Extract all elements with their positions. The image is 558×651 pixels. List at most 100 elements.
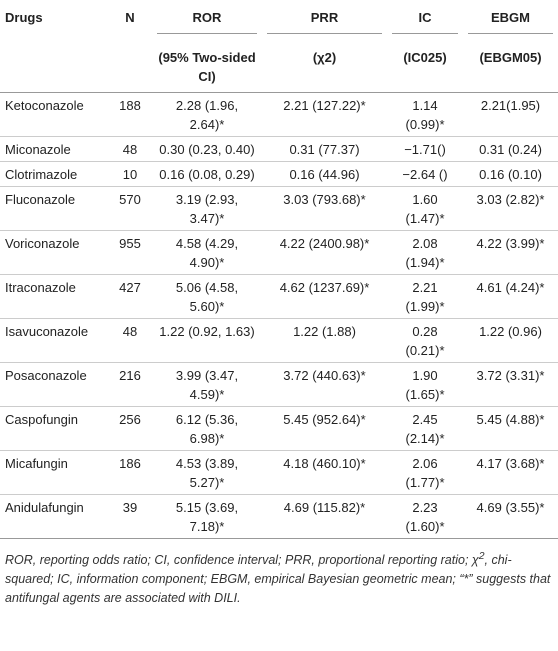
- table-cell: 0.16 (44.96): [262, 161, 387, 187]
- table-row: Ketoconazole 188 2.28 (1.96, 2.64)* 2.21 (1…: [0, 92, 558, 137]
- table-cell: 48: [108, 136, 152, 162]
- table-cell: 2.45 (2.14)*: [387, 406, 463, 451]
- drug-name: Itraconazole: [0, 274, 108, 319]
- drug-name: Fluconazole: [0, 186, 108, 231]
- table-cell: 5.15 (3.69, 7.18)*: [152, 494, 262, 539]
- table-cell: 1.60 (1.47)*: [387, 186, 463, 231]
- table-cell: 5.06 (4.58, 5.60)*: [152, 274, 262, 319]
- table-cell: 3.72 (3.31)*: [463, 362, 558, 407]
- table-row: Clotrimazole 10 0.16 (0.08, 0.29) 0.16 (44.…: [0, 161, 558, 187]
- table-cell: 4.17 (3.68)*: [463, 450, 558, 495]
- footnote-text: ROR, reporting odds ratio; CI, confidenc…: [5, 553, 479, 568]
- table-cell: 3.72 (440.63)*: [262, 362, 387, 407]
- table-cell: 48: [108, 318, 152, 363]
- header-cell: ROR: [152, 0, 262, 42]
- header-cell: IC: [387, 0, 463, 42]
- drug-name: Isavuconazole: [0, 318, 108, 363]
- drug-name: Caspofungin: [0, 406, 108, 451]
- table-row: Micafungin 186 4.53 (3.89, 5.27)* 4.18 (460…: [0, 450, 558, 495]
- table-cell: −2.64 (): [387, 161, 463, 187]
- table-row: Voriconazole 955 4.58 (4.29, 4.90)* 4.22 (2…: [0, 230, 558, 275]
- table-cell: 1.22 (0.96): [463, 318, 558, 363]
- drug-name: Ketoconazole: [0, 92, 108, 137]
- data-table: Drugs N ROR PRR IC EBGM (95% Two-sided CI) (χ2)…: [0, 0, 558, 539]
- table-cell: 3.03 (793.68)*: [262, 186, 387, 231]
- table-cell: 2.28 (1.96, 2.64)*: [152, 92, 262, 137]
- table-cell: 1.22 (0.92, 1.63): [152, 318, 262, 363]
- table-row: Itraconazole 427 5.06 (4.58, 5.60)* 4.62 (1…: [0, 274, 558, 319]
- table-cell: 3.03 (2.82)*: [463, 186, 558, 231]
- table-cell: 4.22 (2400.98)*: [262, 230, 387, 275]
- table-cell: 3.19 (2.93, 3.47)*: [152, 186, 262, 231]
- table-cell: 4.58 (4.29, 4.90)*: [152, 230, 262, 275]
- subheader-cell: (EBGM05): [463, 42, 558, 93]
- table-row: Anidulafungin 39 5.15 (3.69, 7.18)* 4.69 (1…: [0, 494, 558, 539]
- table-cell: 955: [108, 230, 152, 275]
- subheader-cell: (95% Two-sided CI): [152, 42, 262, 93]
- table-cell: 1.90 (1.65)*: [387, 362, 463, 407]
- table-cell: 0.28 (0.21)*: [387, 318, 463, 363]
- table-cell: 2.21 (1.99)*: [387, 274, 463, 319]
- empty-cell: [108, 42, 152, 93]
- header-row: Drugs N ROR PRR IC EBGM: [0, 0, 558, 42]
- header-cell: N: [125, 10, 135, 25]
- table-cell: 4.22 (3.99)*: [463, 230, 558, 275]
- subheader-cell: (χ2): [262, 42, 387, 93]
- table-row: Caspofungin 256 6.12 (5.36, 6.98)* 5.45 (95…: [0, 406, 558, 451]
- header-label: IC: [392, 8, 458, 34]
- table-cell: 2.08 (1.94)*: [387, 230, 463, 275]
- table-cell: 0.16 (0.10): [463, 161, 558, 187]
- drug-name: Posaconazole: [0, 362, 108, 407]
- table-cell: 4.69 (115.82)*: [262, 494, 387, 539]
- table-row: Fluconazole 570 3.19 (2.93, 3.47)* 3.03 (79…: [0, 186, 558, 231]
- table-cell: 0.31 (77.37): [262, 136, 387, 162]
- table-cell: 186: [108, 450, 152, 495]
- table-cell: −1.71(): [387, 136, 463, 162]
- table-cell: 2.23 (1.60)*: [387, 494, 463, 539]
- table-cell: 0.16 (0.08, 0.29): [152, 161, 262, 187]
- table-row: Posaconazole 216 3.99 (3.47, 4.59)* 3.72 (4…: [0, 362, 558, 407]
- table-cell: 1.14 (0.99)*: [387, 92, 463, 137]
- table-cell: 4.62 (1237.69)*: [262, 274, 387, 319]
- table-cell: 0.30 (0.23, 0.40): [152, 136, 262, 162]
- empty-cell: [0, 42, 108, 93]
- table-cell: 2.06 (1.77)*: [387, 450, 463, 495]
- table-cell: 6.12 (5.36, 6.98)*: [152, 406, 262, 451]
- table-cell: 2.21(1.95): [463, 92, 558, 137]
- table-row: Isavuconazole 48 1.22 (0.92, 1.63) 1.22 (1.…: [0, 318, 558, 363]
- drug-name: Miconazole: [0, 136, 108, 162]
- table-cell: 0.31 (0.24): [463, 136, 558, 162]
- footnote: ROR, reporting odds ratio; CI, confidenc…: [0, 539, 558, 608]
- header-label: PRR: [267, 8, 382, 34]
- footnote-text: 2: [478, 551, 485, 562]
- table-row: Miconazole 48 0.30 (0.23, 0.40) 0.31 (77.37…: [0, 136, 558, 162]
- header-cell: Drugs: [5, 10, 43, 25]
- table-cell: 427: [108, 274, 152, 319]
- subheader-row: (95% Two-sided CI) (χ2) (IC025) (EBGM05): [0, 42, 558, 93]
- header-label: EBGM: [468, 8, 553, 34]
- table-cell: 4.61 (4.24)*: [463, 274, 558, 319]
- table-cell: 39: [108, 494, 152, 539]
- table-cell: 1.22 (1.88): [262, 318, 387, 363]
- table-cell: 256: [108, 406, 152, 451]
- table-cell: 5.45 (4.88)*: [463, 406, 558, 451]
- drug-name: Micafungin: [0, 450, 108, 495]
- subheader-cell: (IC025): [387, 42, 463, 93]
- table-cell: 570: [108, 186, 152, 231]
- table-cell: 4.53 (3.89, 5.27)*: [152, 450, 262, 495]
- header-cell: PRR: [262, 0, 387, 42]
- footnote-text: , chi-squared; IC, information component…: [5, 553, 551, 606]
- table-cell: 5.45 (952.64)*: [262, 406, 387, 451]
- drug-name: Clotrimazole: [0, 161, 108, 187]
- header-label: ROR: [157, 8, 257, 34]
- table-page: Drugs N ROR PRR IC EBGM (95% Two-sided CI) (χ2)…: [0, 0, 558, 608]
- drug-name: Anidulafungin: [0, 494, 108, 539]
- drug-name: Voriconazole: [0, 230, 108, 275]
- table-cell: 188: [108, 92, 152, 137]
- table-cell: 4.69 (3.55)*: [463, 494, 558, 539]
- table-cell: 216: [108, 362, 152, 407]
- table-cell: 10: [108, 161, 152, 187]
- table-cell: 4.18 (460.10)*: [262, 450, 387, 495]
- table-cell: 3.99 (3.47, 4.59)*: [152, 362, 262, 407]
- header-cell: EBGM: [463, 0, 558, 42]
